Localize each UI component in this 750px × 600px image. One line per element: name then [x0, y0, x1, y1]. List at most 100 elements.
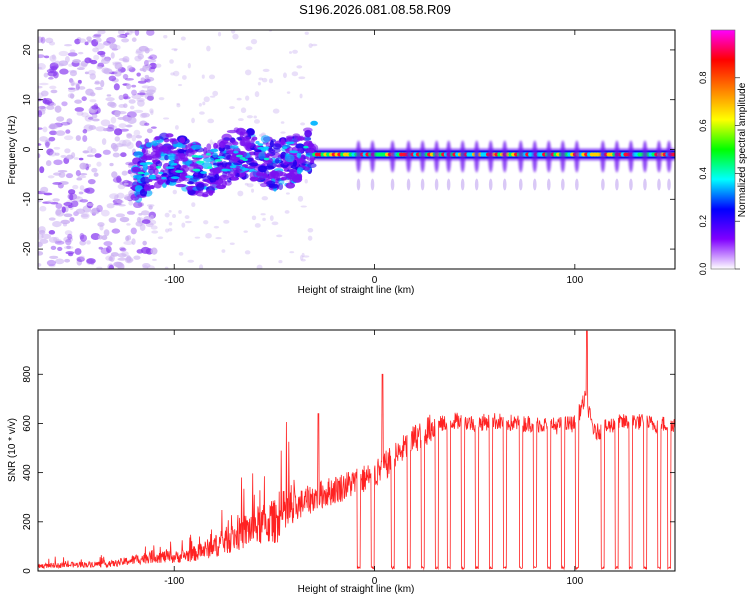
heatmap-cell: [42, 126, 48, 133]
heatmap-cell: [142, 263, 151, 269]
heatmap-cell: [58, 63, 64, 67]
heatmap-cell: [141, 112, 150, 118]
carrier-spike: [446, 140, 452, 173]
heatmap-cell: [117, 253, 127, 258]
x-tick-label: 100: [566, 275, 583, 286]
heatmap-cell: [133, 109, 144, 113]
carrier-spike: [642, 140, 648, 173]
heatmap-cell: [262, 173, 269, 179]
heatmap-cell: [96, 161, 102, 167]
heatmap-cell: [92, 47, 99, 53]
heatmap-cell: [119, 247, 127, 252]
heatmap-cell: [49, 151, 57, 157]
heatmap-cell: [38, 110, 43, 118]
heatmap-cell: [237, 190, 244, 197]
heatmap-cell: [68, 252, 74, 257]
heatmap-cell: [175, 183, 187, 188]
heatmap-cell: [145, 142, 153, 148]
heatmap-cell: [246, 128, 255, 136]
heatmap-cell: [97, 30, 106, 35]
heatmap-cell: [78, 86, 86, 90]
carrier-cell: [670, 152, 675, 157]
heatmap-cell: [142, 240, 147, 246]
heatmap-cell: [100, 119, 111, 127]
heatmap-cell: [109, 193, 120, 200]
heatmap-cell: [103, 68, 113, 75]
heatmap-cell: [194, 236, 201, 239]
carrier-spike: [532, 140, 538, 173]
heatmap-cell: [304, 129, 312, 138]
heatmap-cell: [214, 158, 223, 162]
heatmap-cell: [185, 185, 194, 191]
heatmap-cell: [66, 245, 71, 249]
heatmap-cell: [248, 162, 259, 167]
heatmap-cell: [127, 65, 133, 70]
heatmap-cell: [54, 105, 62, 113]
heatmap-cell: [79, 185, 85, 191]
heatmap-cell: [257, 146, 264, 150]
heatmap-cell: [191, 202, 196, 208]
heatmap-cell: [286, 91, 291, 94]
heatmap-cell: [307, 235, 313, 241]
heatmap-cell: [53, 146, 61, 150]
heatmap-cell: [93, 172, 99, 177]
heatmap-cell: [109, 162, 114, 167]
heatmap-cell: [155, 149, 162, 156]
heatmap-cell: [302, 255, 310, 258]
heatmap-cell: [146, 78, 151, 83]
heatmap-cell: [205, 233, 212, 239]
carrier-spike-tail: [561, 178, 565, 191]
heatmap-cell: [137, 92, 146, 96]
heatmap-cell: [285, 141, 295, 145]
heatmap-cell: [82, 150, 90, 154]
y-tick-label: -20: [22, 241, 33, 256]
heatmap-cell: [65, 129, 71, 134]
heatmap-cell: [150, 126, 157, 129]
heatmap-cell: [53, 172, 62, 176]
heatmap-cell: [64, 230, 73, 236]
carrier-spike-tail: [434, 178, 439, 191]
carrier-spike-tail: [547, 178, 551, 191]
heatmap-cell: [158, 171, 164, 175]
heatmap-cell: [122, 139, 132, 147]
carrier-spike-tail: [370, 178, 375, 191]
heatmap-cell: [87, 179, 96, 185]
heatmap-cell: [296, 147, 304, 154]
heatmap-cell: [182, 160, 191, 166]
heatmap-cell: [138, 212, 143, 216]
heatmap-cell: [179, 136, 186, 144]
heatmap-cell: [223, 137, 231, 141]
colorbar-tick-label: 0.2: [698, 215, 708, 228]
heatmap-cell: [105, 255, 113, 261]
heatmap-cell: [149, 174, 157, 178]
heatmap-cell: [47, 175, 55, 179]
heatmap-cell: [73, 195, 81, 200]
heatmap-cell: [48, 136, 56, 142]
heatmap-cell: [133, 201, 143, 209]
heatmap-cell: [307, 162, 317, 169]
heatmap-cell: [77, 175, 87, 179]
snr-y-axis: 0 200 400 600 800: [22, 365, 675, 574]
heatmap-cell: [284, 210, 290, 214]
colorbar-tick-label: 0.0: [698, 263, 708, 276]
heatmap-cell: [48, 217, 56, 221]
heatmap-cell: [212, 152, 218, 158]
heatmap-cell: [137, 99, 145, 107]
heatmap-cell: [118, 104, 126, 108]
heatmap-cell: [52, 182, 63, 185]
heatmap-cell: [40, 186, 49, 194]
heatmap-cell: [54, 240, 65, 245]
heatmap-cell: [48, 230, 56, 235]
heatmap-cell: [181, 75, 187, 80]
heatmap-cell: [125, 180, 133, 187]
heatmap-cell: [106, 245, 112, 254]
heatmap-cell: [213, 167, 221, 175]
heatmap-cell: [135, 135, 143, 139]
heatmap-cell: [297, 195, 304, 202]
heatmap-cell: [142, 265, 149, 269]
heatmap-cell: [244, 69, 252, 76]
heatmap-cell: [131, 134, 137, 142]
heatmap-cell: [90, 232, 101, 240]
heatmap-cell: [38, 63, 46, 71]
